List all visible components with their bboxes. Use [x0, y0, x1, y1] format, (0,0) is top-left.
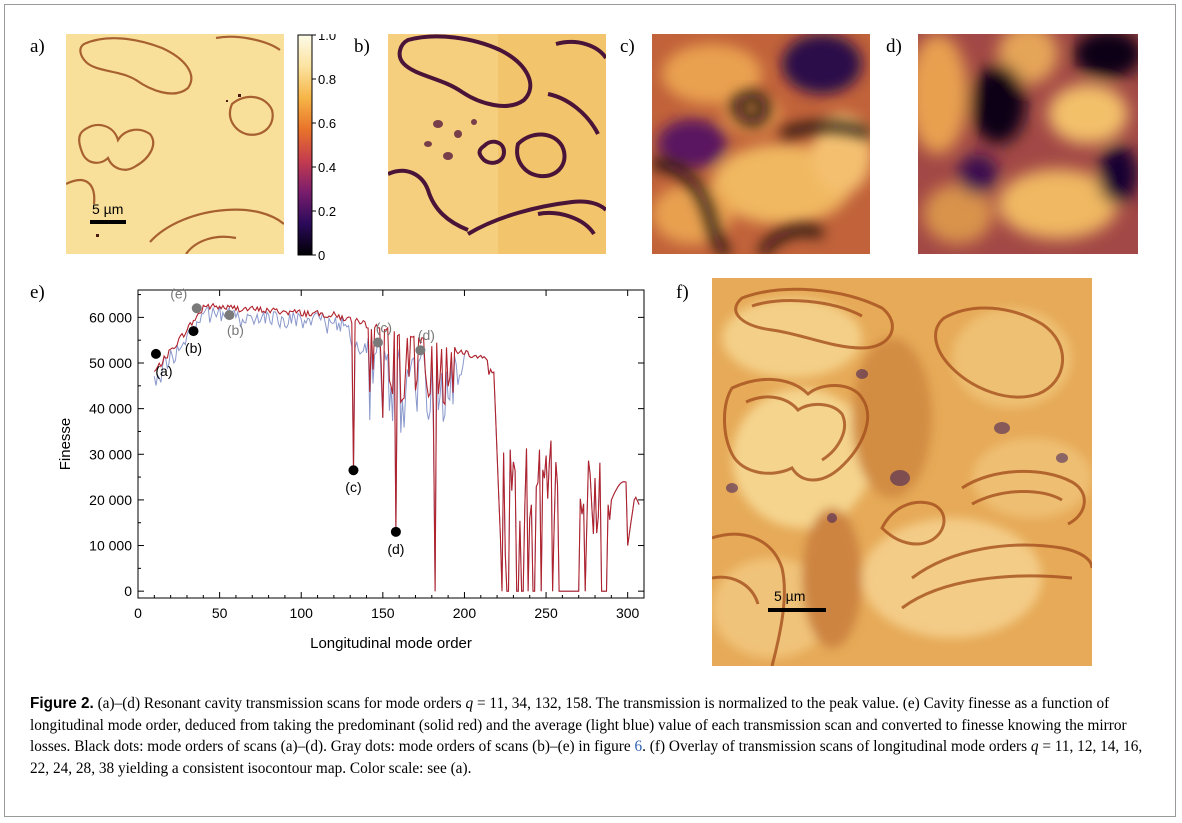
- gray-dot: [415, 345, 426, 356]
- colorbar-tick-label: 1.0: [318, 34, 336, 43]
- panel-label-d: d): [886, 36, 902, 57]
- finesse-chart-svg: 0 50 100 150 200 250 300 0 10 000 20 000 30 000 40 …: [57, 285, 645, 652]
- y-tick-label: 30 000: [89, 446, 132, 462]
- colorbar-tick-label: 0.4: [318, 160, 336, 175]
- scan-image-b: [388, 34, 606, 254]
- gray-dot-label: (e): [170, 285, 187, 301]
- plot-frame: [137, 289, 645, 599]
- x-tick-label: 100: [290, 605, 314, 621]
- scalebar-label: 5 µm: [92, 201, 123, 217]
- black-dot-label: (b): [185, 340, 202, 356]
- y-tick-label: 40 000: [89, 401, 132, 417]
- panel-label-b: b): [354, 36, 370, 57]
- overlay-image-f: 5 µm: [712, 278, 1092, 666]
- panel-label-f: f): [676, 282, 689, 303]
- gray-dot: [224, 310, 235, 321]
- black-dot-label: (a): [155, 363, 172, 379]
- black-dot: [390, 526, 401, 537]
- caption-text-3: . (f) Overlay of transmission scans of l…: [642, 738, 1031, 755]
- scalebar-label-f: 5 µm: [774, 588, 805, 604]
- colorbar: 1.0 0.8 0.6 0.4 0.2 0: [296, 34, 358, 260]
- panel-label-c: c): [620, 36, 635, 57]
- x-tick-label: 250: [534, 605, 558, 621]
- x-tick-label: 50: [212, 605, 228, 621]
- figure-frame: [4, 4, 1176, 817]
- caption-symbol-q-1: q: [465, 695, 474, 712]
- caption-figure-label: Figure 2.: [30, 695, 94, 712]
- caption-text-2: = 11, 34, 132, 158. The transmission is …: [30, 695, 1127, 755]
- finesse-chart: 0 50 100 150 200 250 300 0 10 000 20 000 30 000 40 …: [56, 280, 660, 654]
- gray-dot-label: (b): [227, 322, 244, 338]
- colorbar-tick-label: 0.2: [318, 204, 336, 219]
- y-tick-label: 10 000: [89, 538, 132, 554]
- scan-image-d: [918, 34, 1138, 254]
- scan-image-c: [652, 34, 870, 254]
- figure-caption: Figure 2. (a)–(d) Resonant cavity transm…: [30, 693, 1160, 779]
- gray-dot: [191, 303, 202, 314]
- y-tick-label: 20 000: [89, 492, 132, 508]
- colorbar-tick-label: 0.8: [318, 72, 336, 87]
- y-tick-label: 50 000: [89, 355, 132, 371]
- gray-dot: [372, 337, 383, 348]
- y-axis-label: Finesse: [57, 418, 74, 471]
- gray-dot-label: (c): [376, 319, 392, 335]
- x-tick-label: 300: [616, 605, 640, 621]
- black-dot: [150, 348, 161, 359]
- black-dot-label: (c): [345, 479, 361, 495]
- gray-dot-label: (d): [418, 327, 435, 343]
- y-tick-label: 0: [124, 583, 132, 599]
- caption-text-1: (a)–(d) Resonant cavity transmission sca…: [93, 695, 466, 712]
- y-tick-label: 60 000: [89, 309, 132, 325]
- caption-figure-link[interactable]: 6: [634, 738, 643, 755]
- x-tick-label: 200: [453, 605, 477, 621]
- colorbar-tick-label: 0: [318, 248, 325, 260]
- black-dot: [348, 465, 359, 476]
- series-predominant-line: [153, 302, 640, 592]
- panel-label-a: a): [30, 36, 45, 57]
- caption-text-4: = 11, 12, 14, 16, 22, 24, 28, 38 yieldin…: [30, 738, 1143, 777]
- x-axis-label: Longitudinal mode order: [310, 635, 472, 652]
- panel-label-e: e): [30, 282, 45, 303]
- x-tick-label: 150: [371, 605, 395, 621]
- black-dot: [188, 326, 199, 337]
- scan-image-a: 5 µm: [66, 34, 284, 254]
- caption-symbol-q-2: q: [1030, 738, 1039, 755]
- black-dot-label: (d): [387, 541, 404, 557]
- colorbar-tick-label: 0.6: [318, 116, 336, 131]
- x-tick-label: 0: [134, 605, 142, 621]
